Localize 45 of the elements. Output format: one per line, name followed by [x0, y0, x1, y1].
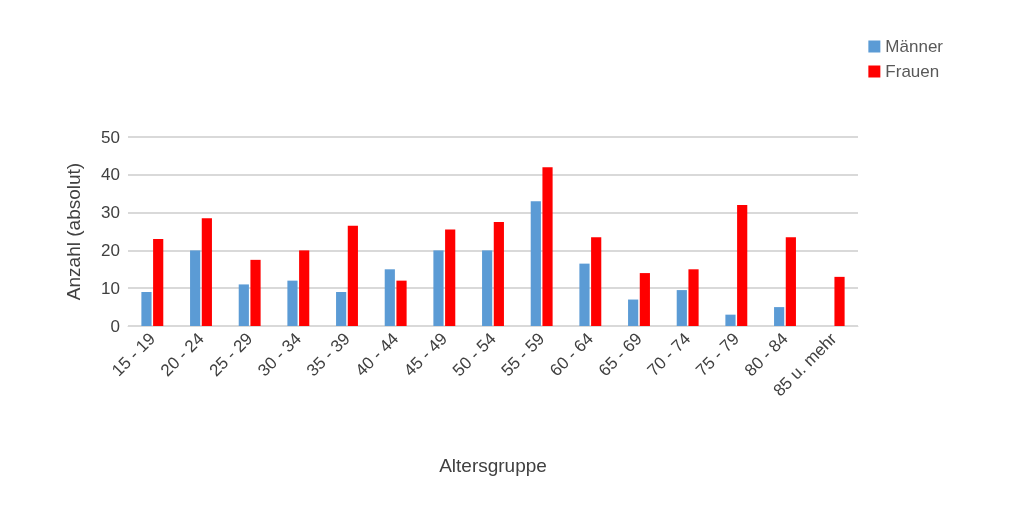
- bar: [579, 263, 590, 326]
- bar: [384, 269, 395, 326]
- bar: [433, 250, 444, 326]
- bar: [688, 269, 699, 326]
- bar: [774, 307, 785, 326]
- bar: [785, 237, 796, 326]
- y-tick-label: 20: [101, 240, 120, 260]
- bar: [287, 280, 298, 326]
- x-tick-label: 55 - 59: [497, 329, 549, 381]
- bar: [201, 218, 212, 326]
- y-tick-label: 40: [101, 165, 120, 185]
- y-tick-label: 10: [101, 278, 120, 298]
- bar: [445, 229, 456, 326]
- x-axis-title: Altersgruppe: [439, 455, 547, 476]
- bar: [834, 276, 845, 326]
- legend-label: Männer: [885, 37, 944, 56]
- bar: [190, 250, 201, 326]
- bar: [141, 291, 152, 326]
- bar: [676, 290, 687, 326]
- bar: [725, 314, 736, 326]
- bar: [336, 291, 347, 326]
- x-tick-label: 25 - 29: [205, 329, 257, 381]
- y-tick-label: 50: [101, 127, 120, 147]
- x-tick-label: 70 - 74: [643, 329, 695, 381]
- bar: [591, 237, 602, 326]
- bar: [639, 273, 650, 326]
- bar: [347, 225, 358, 326]
- bar: [737, 205, 748, 326]
- bar: [153, 239, 164, 326]
- bar: [396, 280, 407, 326]
- bar: [628, 299, 639, 326]
- bar: [493, 222, 504, 326]
- bar: [542, 167, 553, 326]
- x-tick-label: 20 - 24: [156, 329, 208, 381]
- y-tick-label: 0: [110, 316, 120, 336]
- legend-label: Frauen: [885, 62, 940, 81]
- x-tick-label: 75 - 79: [692, 329, 744, 381]
- bar: [530, 201, 541, 326]
- bar: [250, 259, 261, 326]
- x-tick-label: 40 - 44: [351, 329, 403, 381]
- y-tick-label: 30: [101, 203, 120, 223]
- bar: [299, 250, 310, 326]
- bar: [238, 284, 249, 326]
- bar: [482, 250, 493, 326]
- y-axis-title: Anzahl (absolut): [63, 162, 84, 301]
